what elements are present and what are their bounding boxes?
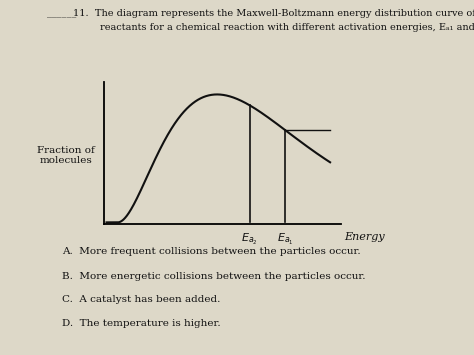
Text: C.  A catalyst has been added.: C. A catalyst has been added.	[62, 295, 220, 304]
Text: B.  More energetic collisions between the particles occur.: B. More energetic collisions between the…	[62, 272, 365, 280]
Text: Fraction of
molecules: Fraction of molecules	[37, 146, 95, 165]
Text: Energy: Energy	[345, 232, 385, 242]
Text: $E_{a_2}$: $E_{a_2}$	[241, 232, 258, 247]
Text: ______: ______	[47, 9, 77, 18]
Text: D.  The temperature is higher.: D. The temperature is higher.	[62, 320, 220, 328]
Text: $E_{a_1}$: $E_{a_1}$	[277, 232, 294, 247]
Text: A.  More frequent collisions between the particles occur.: A. More frequent collisions between the …	[62, 247, 360, 256]
Text: 11.  The diagram represents the Maxwell-Boltzmann energy distribution curve of t: 11. The diagram represents the Maxwell-B…	[73, 9, 474, 18]
Text: reactants for a chemical reaction with different activation energies, Eₐ₁ and Eₐ: reactants for a chemical reaction with d…	[100, 23, 474, 32]
